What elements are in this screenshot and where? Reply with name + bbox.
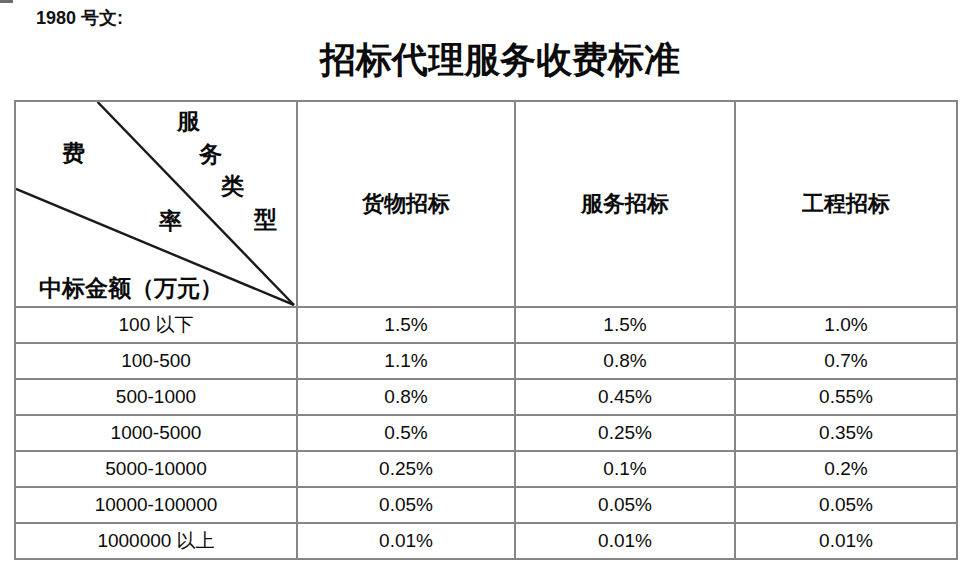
- fee-value: 0.8%: [515, 343, 735, 379]
- table-title: 招标代理服务收费标准: [320, 42, 680, 78]
- table-row: 5000-10000 0.25% 0.1% 0.2%: [15, 451, 957, 487]
- service-type-label-char: 务: [199, 143, 222, 166]
- fee-value: 1.5%: [515, 307, 735, 343]
- fee-value: 1.0%: [735, 307, 957, 343]
- table-row: 100-500 1.1% 0.8% 0.7%: [15, 343, 957, 379]
- column-header-works-bidding: 工程招标: [735, 101, 957, 307]
- fee-value: 0.05%: [515, 487, 735, 523]
- fee-value: 1.1%: [297, 343, 515, 379]
- fee-value: 0.01%: [515, 523, 735, 559]
- fee-value: 0.45%: [515, 379, 735, 415]
- fee-value: 0.25%: [297, 451, 515, 487]
- fee-value: 0.35%: [735, 415, 957, 451]
- table-row: 1000000 以上 0.01% 0.01% 0.01%: [15, 523, 957, 559]
- fee-value: 0.01%: [297, 523, 515, 559]
- row-label-amount: 1000-5000: [15, 415, 297, 451]
- fee-value: 0.05%: [735, 487, 957, 523]
- fee-rate-table: 服 费 务 类 率 型 中标金额（万元） 货物招标 服务招标 工程招标 100 …: [14, 100, 958, 560]
- fee-rate-label-char: 费: [62, 142, 85, 165]
- fee-rate-label-char: 率: [159, 210, 182, 233]
- table-header-row: 服 费 务 类 率 型 中标金额（万元） 货物招标 服务招标 工程招标: [15, 101, 957, 307]
- row-label-amount: 100 以下: [15, 307, 297, 343]
- amount-unit-label: 中标金额（万元）: [39, 276, 223, 301]
- page-edge-artifact: [0, 0, 13, 3]
- table-row: 500-1000 0.8% 0.45% 0.55%: [15, 379, 957, 415]
- fee-value: 0.25%: [515, 415, 735, 451]
- row-label-amount: 100-500: [15, 343, 297, 379]
- service-type-label-char: 服: [177, 110, 200, 133]
- fee-value: 0.2%: [735, 451, 957, 487]
- fee-value: 0.5%: [297, 415, 515, 451]
- table-row: 10000-100000 0.05% 0.05% 0.05%: [15, 487, 957, 523]
- column-header-goods-bidding: 货物招标: [297, 101, 515, 307]
- row-label-amount: 500-1000: [15, 379, 297, 415]
- fee-value: 0.1%: [515, 451, 735, 487]
- service-type-label-char: 类: [221, 175, 244, 198]
- fee-value: 1.5%: [297, 307, 515, 343]
- fee-value: 0.05%: [297, 487, 515, 523]
- table-row: 1000-5000 0.5% 0.25% 0.35%: [15, 415, 957, 451]
- fee-value: 0.55%: [735, 379, 957, 415]
- fee-value: 0.01%: [735, 523, 957, 559]
- row-label-amount: 1000000 以上: [15, 523, 297, 559]
- fee-value: 0.7%: [735, 343, 957, 379]
- table-row: 100 以下 1.5% 1.5% 1.0%: [15, 307, 957, 343]
- service-type-label-char: 型: [254, 208, 277, 231]
- row-label-amount: 5000-10000: [15, 451, 297, 487]
- document-page: 1980 号文: 招标代理服务收费标准 服 费 务 类 率: [0, 0, 976, 581]
- fee-value: 0.8%: [297, 379, 515, 415]
- doc-number-label: 1980 号文:: [36, 6, 123, 30]
- corner-header-cell: 服 费 务 类 率 型 中标金额（万元）: [15, 101, 297, 307]
- column-header-service-bidding: 服务招标: [515, 101, 735, 307]
- row-label-amount: 10000-100000: [15, 487, 297, 523]
